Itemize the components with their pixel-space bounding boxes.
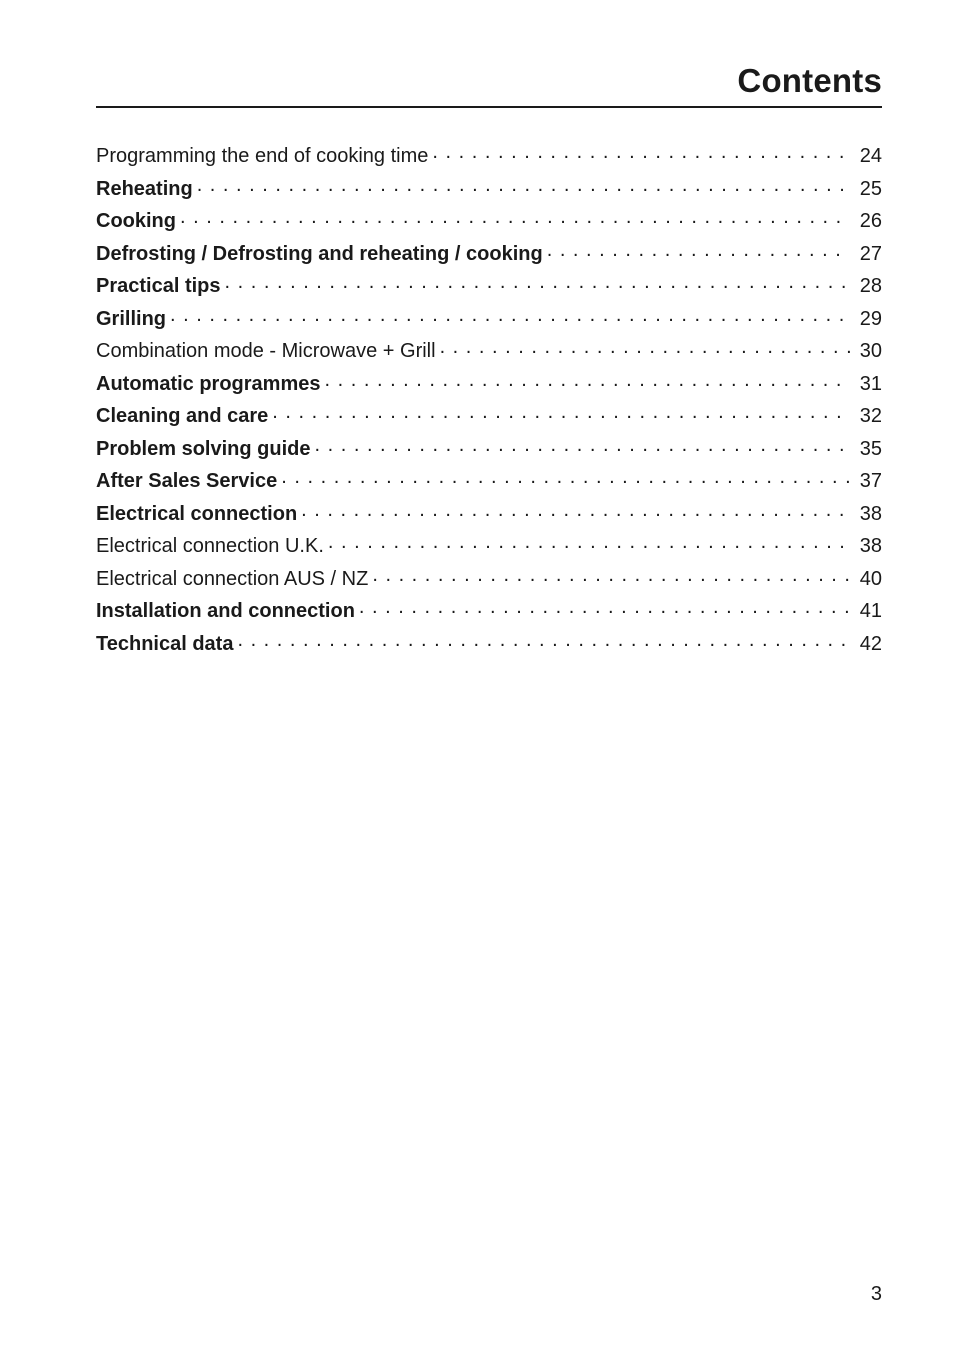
toc-page: 30 <box>854 341 882 361</box>
header-block: Contents <box>96 62 882 108</box>
toc-row: Combination mode - Microwave + Grill 30 <box>96 337 882 361</box>
toc-page: 29 <box>854 309 882 329</box>
toc-leader-dots <box>301 500 850 520</box>
toc-leader-dots <box>237 630 850 650</box>
toc-label: Practical tips <box>96 276 221 296</box>
toc-label: Reheating <box>96 179 193 199</box>
toc-row: Programming the end of cooking time 24 <box>96 142 882 166</box>
toc-row: Reheating 25 <box>96 175 882 199</box>
toc-leader-dots <box>432 142 850 162</box>
toc-leader-dots <box>328 532 850 552</box>
toc-leader-dots <box>197 175 850 195</box>
toc-page: 25 <box>854 179 882 199</box>
toc-leader-dots <box>547 240 850 260</box>
toc-leader-dots <box>372 565 850 585</box>
toc-page: 40 <box>854 569 882 589</box>
toc-row: Electrical connection AUS / NZ 40 <box>96 565 882 589</box>
page-title: Contents <box>96 62 882 100</box>
toc-label: Cooking <box>96 211 176 231</box>
toc-page: 31 <box>854 374 882 394</box>
toc-leader-dots <box>314 435 850 455</box>
toc-leader-dots <box>281 467 850 487</box>
toc-row: Grilling 29 <box>96 305 882 329</box>
toc-label: Programming the end of cooking time <box>96 146 428 166</box>
toc-page: 27 <box>854 244 882 264</box>
toc-leader-dots <box>170 305 850 325</box>
toc-page: 38 <box>854 536 882 556</box>
toc-leader-dots <box>325 370 851 390</box>
toc-label: Cleaning and care <box>96 406 268 426</box>
toc-leader-dots <box>359 597 850 617</box>
toc-label: After Sales Service <box>96 471 277 491</box>
toc-row: After Sales Service 37 <box>96 467 882 491</box>
toc-page: 26 <box>854 211 882 231</box>
toc-row: Technical data 42 <box>96 630 882 654</box>
toc-page: 42 <box>854 634 882 654</box>
toc-page: 37 <box>854 471 882 491</box>
toc-label: Problem solving guide <box>96 439 310 459</box>
toc-leader-dots <box>225 272 850 292</box>
table-of-contents: Programming the end of cooking time 24 R… <box>96 142 882 654</box>
toc-page: 35 <box>854 439 882 459</box>
toc-label: Electrical connection <box>96 504 297 524</box>
toc-page: 24 <box>854 146 882 166</box>
toc-leader-dots <box>440 337 850 357</box>
toc-label: Electrical connection AUS / NZ <box>96 569 368 589</box>
toc-label: Installation and connection <box>96 601 355 621</box>
page: Contents Programming the end of cooking … <box>0 0 954 1352</box>
toc-page: 38 <box>854 504 882 524</box>
toc-row: Cleaning and care 32 <box>96 402 882 426</box>
toc-row: Electrical connection 38 <box>96 500 882 524</box>
toc-row: Cooking 26 <box>96 207 882 231</box>
page-number: 3 <box>871 1283 882 1306</box>
toc-row: Practical tips 28 <box>96 272 882 296</box>
toc-page: 32 <box>854 406 882 426</box>
toc-label: Grilling <box>96 309 166 329</box>
toc-label: Electrical connection U.K. <box>96 536 324 556</box>
toc-leader-dots <box>272 402 850 422</box>
toc-leader-dots <box>180 207 850 227</box>
toc-label: Combination mode - Microwave + Grill <box>96 341 436 361</box>
toc-label: Defrosting / Defrosting and reheating / … <box>96 244 543 264</box>
toc-row: Problem solving guide 35 <box>96 435 882 459</box>
toc-row: Electrical connection U.K. 38 <box>96 532 882 556</box>
toc-label: Automatic programmes <box>96 374 321 394</box>
toc-row: Defrosting / Defrosting and reheating / … <box>96 240 882 264</box>
toc-label: Technical data <box>96 634 233 654</box>
toc-page: 41 <box>854 601 882 621</box>
toc-row: Installation and connection 41 <box>96 597 882 621</box>
toc-row: Automatic programmes 31 <box>96 370 882 394</box>
toc-page: 28 <box>854 276 882 296</box>
